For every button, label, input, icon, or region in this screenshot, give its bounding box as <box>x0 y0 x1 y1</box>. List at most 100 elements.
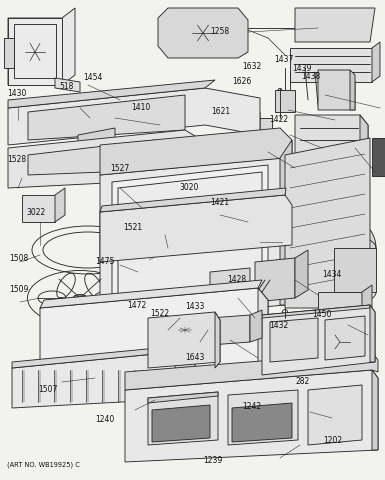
Text: 1422: 1422 <box>270 115 289 123</box>
Text: 1421: 1421 <box>210 198 229 207</box>
Ellipse shape <box>177 326 193 334</box>
Polygon shape <box>290 48 372 82</box>
Text: 1643: 1643 <box>185 353 204 362</box>
Polygon shape <box>55 188 65 222</box>
Polygon shape <box>8 80 215 108</box>
Text: (ART NO. WB19925) C: (ART NO. WB19925) C <box>7 461 80 468</box>
Polygon shape <box>295 115 368 168</box>
Ellipse shape <box>73 295 87 301</box>
Polygon shape <box>372 370 378 450</box>
Polygon shape <box>280 140 292 305</box>
Text: 1258: 1258 <box>210 27 229 36</box>
Polygon shape <box>252 112 260 145</box>
Text: 1508: 1508 <box>10 254 29 263</box>
Polygon shape <box>100 128 292 175</box>
Polygon shape <box>100 188 286 212</box>
Ellipse shape <box>18 35 52 69</box>
Text: 1528: 1528 <box>8 155 27 164</box>
Polygon shape <box>12 352 195 408</box>
Polygon shape <box>8 8 75 85</box>
Text: 518: 518 <box>60 82 74 91</box>
Ellipse shape <box>31 48 39 56</box>
Polygon shape <box>148 312 220 368</box>
Polygon shape <box>285 138 370 308</box>
Polygon shape <box>148 392 218 445</box>
Ellipse shape <box>89 137 103 147</box>
Polygon shape <box>250 310 262 342</box>
Text: 1438: 1438 <box>301 72 320 81</box>
Polygon shape <box>118 172 262 305</box>
Polygon shape <box>325 316 365 360</box>
Text: 1242: 1242 <box>242 402 261 411</box>
Polygon shape <box>334 248 376 292</box>
Ellipse shape <box>196 27 210 39</box>
Polygon shape <box>8 88 260 145</box>
Polygon shape <box>362 285 372 318</box>
Polygon shape <box>28 95 185 140</box>
Polygon shape <box>8 130 205 188</box>
Polygon shape <box>100 158 285 322</box>
Ellipse shape <box>191 350 209 360</box>
Polygon shape <box>210 315 250 345</box>
Text: 3020: 3020 <box>179 183 198 192</box>
Polygon shape <box>8 18 62 85</box>
Polygon shape <box>40 288 268 388</box>
Polygon shape <box>78 128 115 152</box>
Polygon shape <box>360 115 368 168</box>
Bar <box>372 138 385 176</box>
Text: 1432: 1432 <box>270 321 289 330</box>
Polygon shape <box>215 312 220 368</box>
Ellipse shape <box>190 22 216 44</box>
Polygon shape <box>318 292 362 318</box>
Polygon shape <box>295 8 375 42</box>
Polygon shape <box>262 305 375 375</box>
Ellipse shape <box>196 353 204 357</box>
Text: 1632: 1632 <box>243 62 262 71</box>
Text: 1439: 1439 <box>292 64 311 72</box>
Text: 1472: 1472 <box>127 301 146 310</box>
Polygon shape <box>12 346 178 368</box>
Text: 1430: 1430 <box>8 89 27 98</box>
Polygon shape <box>125 370 378 462</box>
Polygon shape <box>22 195 55 222</box>
Text: 1240: 1240 <box>95 415 115 423</box>
Polygon shape <box>148 392 218 403</box>
Text: 1437: 1437 <box>274 55 293 64</box>
Polygon shape <box>370 305 375 362</box>
Text: 1626: 1626 <box>232 77 251 86</box>
Text: 1454: 1454 <box>83 73 102 82</box>
Polygon shape <box>152 405 210 442</box>
Polygon shape <box>275 90 295 112</box>
Text: 1410: 1410 <box>131 104 150 112</box>
Polygon shape <box>100 195 292 262</box>
Text: 1434: 1434 <box>323 270 342 279</box>
Text: 1428: 1428 <box>227 275 246 284</box>
Text: 1475: 1475 <box>95 257 115 266</box>
Ellipse shape <box>163 10 243 26</box>
Text: 1527: 1527 <box>110 165 129 173</box>
Text: 1509: 1509 <box>10 285 29 294</box>
Polygon shape <box>270 318 318 362</box>
Polygon shape <box>158 8 248 58</box>
Polygon shape <box>350 70 355 110</box>
Text: 1202: 1202 <box>323 436 343 445</box>
Ellipse shape <box>334 222 376 274</box>
Text: 3022: 3022 <box>26 208 45 217</box>
Polygon shape <box>255 258 295 302</box>
Polygon shape <box>210 268 250 298</box>
Ellipse shape <box>33 204 43 212</box>
Ellipse shape <box>164 321 206 339</box>
Text: 1433: 1433 <box>185 302 204 311</box>
Polygon shape <box>28 140 155 175</box>
Polygon shape <box>372 42 380 82</box>
Polygon shape <box>40 280 262 308</box>
Ellipse shape <box>182 328 188 332</box>
Polygon shape <box>228 390 298 445</box>
Text: 1621: 1621 <box>211 107 230 116</box>
Text: 1450: 1450 <box>312 310 331 319</box>
Polygon shape <box>262 305 370 318</box>
Ellipse shape <box>278 88 283 96</box>
Ellipse shape <box>24 41 46 63</box>
Polygon shape <box>112 165 268 312</box>
Polygon shape <box>175 352 195 398</box>
